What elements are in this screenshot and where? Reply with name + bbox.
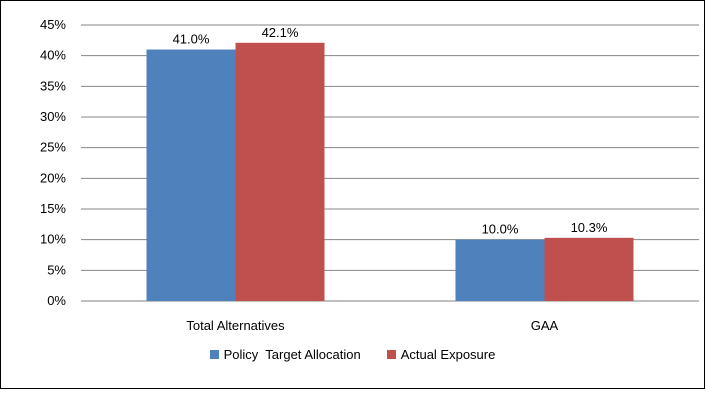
y-tick-label: 0% [47,293,66,308]
y-tick-label: 45% [40,17,66,32]
y-tick-label: 30% [40,109,66,124]
x-tick-label: GAA [531,318,559,333]
legend-item-policy: Policy Target Allocation [209,347,361,362]
x-axis-ticks: Total Alternatives GAA [186,318,558,333]
bar-actual-1 [544,237,634,301]
y-tick-label: 10% [40,232,66,247]
data-label: 41.0% [173,32,210,47]
y-axis-ticks: 0% 5% 10% 15% 20% 25% 30% 35% 40% 45% [40,17,66,308]
bar-actual-0 [235,42,325,301]
bars [146,42,634,302]
x-tick-label: Total Alternatives [186,318,285,333]
data-label: 10.3% [571,220,608,235]
legend-swatch-policy [209,350,219,359]
legend-label-actual: Actual Exposure [400,347,496,362]
y-tick-label: 25% [40,140,66,155]
y-tick-label: 5% [47,262,66,277]
legend-item-actual: Actual Exposure [386,347,496,362]
y-tick-label: 20% [40,170,66,185]
data-labels: 41.0% 42.1% 10.0% 10.3% [173,25,608,237]
data-label: 42.1% [262,25,299,40]
legend-label-policy: Policy Target Allocation [223,347,361,362]
legend: Policy Target Allocation Actual Exposure [0,347,705,362]
bar-policy-1 [455,239,545,301]
legend-swatch-actual [386,350,396,359]
data-label: 10.0% [482,222,519,237]
y-tick-label: 15% [40,201,66,216]
bar-policy-0 [146,49,236,302]
y-tick-label: 40% [40,48,66,63]
y-tick-label: 35% [40,78,66,93]
